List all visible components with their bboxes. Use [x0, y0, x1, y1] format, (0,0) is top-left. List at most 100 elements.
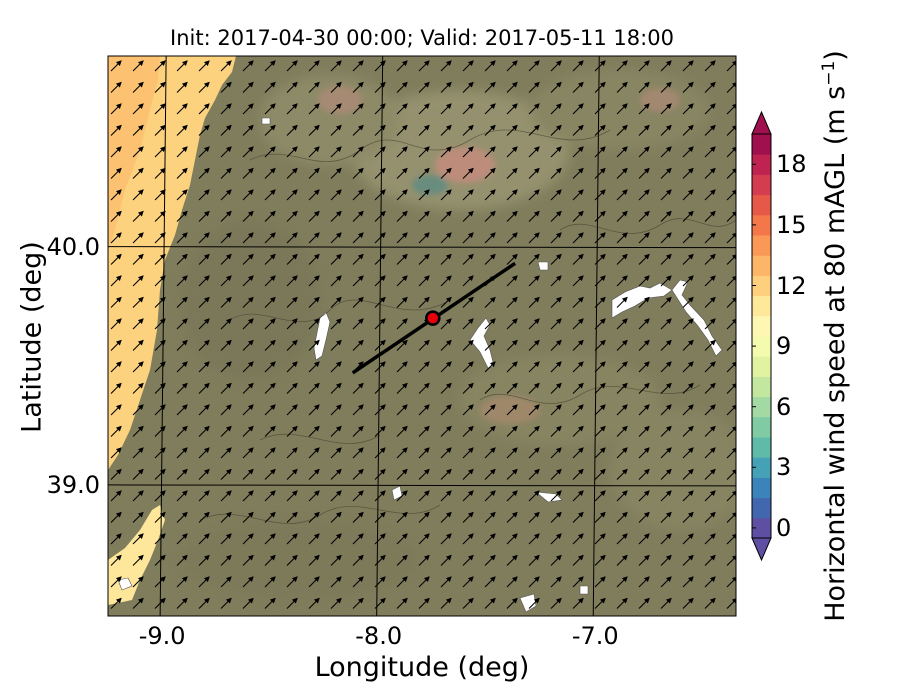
wind-arrow [418, 103, 430, 115]
parallel-line [108, 484, 736, 487]
wind-arrow [132, 576, 144, 588]
wind-arrow [264, 124, 276, 136]
wind-arrow [286, 81, 298, 93]
wind-arrow [704, 447, 716, 459]
wind-arrow [264, 382, 276, 394]
colorbar-extend-max [751, 110, 772, 135]
wind-arrow [352, 189, 364, 201]
wind-arrow [308, 81, 320, 93]
wind-arrow [264, 81, 276, 93]
wind-arrow [110, 318, 122, 330]
wind-arrow [528, 425, 540, 437]
wind-arrow [176, 576, 188, 588]
wind-arrow [506, 167, 518, 179]
wind-arrow [440, 103, 452, 115]
wind-arrow [220, 60, 232, 72]
wind-arrow [660, 124, 672, 136]
wind-arrow [638, 296, 650, 308]
wind-arrow [594, 382, 606, 394]
wind-arrow [396, 318, 408, 330]
wind-arrow [330, 339, 342, 351]
wind-arrow [528, 253, 540, 265]
wind-arrow [572, 275, 584, 287]
wind-arrow [506, 296, 518, 308]
wind-arrow [682, 146, 694, 158]
wind-arrow [374, 81, 386, 93]
wind-arrow [726, 60, 736, 72]
wind-arrow [550, 81, 562, 93]
wind-arrow [704, 189, 716, 201]
wind-arrow [308, 253, 320, 265]
wind-arrow [660, 318, 672, 330]
wind-arrow [418, 533, 430, 545]
wind-arrow [682, 468, 694, 480]
wind-arrow [220, 253, 232, 265]
colorbar-bin [752, 275, 771, 297]
wind-arrow [242, 124, 254, 136]
colorbar-tick-label: 3 [776, 453, 792, 482]
wind-arrow [132, 339, 144, 351]
wind-arrow [220, 533, 232, 545]
colorbar [751, 110, 772, 562]
wind-arrow [484, 425, 496, 437]
wind-arrow [726, 146, 736, 158]
wind-arrow [704, 361, 716, 373]
wind-arrow [418, 490, 430, 502]
wind-arrow [176, 81, 188, 93]
wind-arrow [330, 511, 342, 523]
wind-arrow [286, 382, 298, 394]
wind-arrow [110, 361, 122, 373]
wind-arrow [396, 275, 408, 287]
wind-arrow [726, 404, 736, 416]
wind-arrow [352, 232, 364, 244]
wind-arrow [286, 425, 298, 437]
wind-arrow [638, 597, 650, 609]
wind-arrow [110, 404, 122, 416]
wind-arrow [264, 318, 276, 330]
wind-arrow [396, 81, 408, 93]
wind-arrow [528, 382, 540, 394]
wind-arrow [528, 124, 540, 136]
wind-arrow [506, 447, 518, 459]
wind-arrow [198, 210, 210, 222]
wind-arrow [418, 232, 430, 244]
wind-arrow [550, 253, 562, 265]
wind-arrow [330, 167, 342, 179]
wind-arrow [242, 318, 254, 330]
wind-arrow [704, 275, 716, 287]
wind-arrow [110, 232, 122, 244]
wind-arrow [462, 275, 474, 287]
wind-arrow [440, 318, 452, 330]
wind-arrow [638, 361, 650, 373]
wind-arrow [110, 275, 122, 287]
wind-arrow [660, 103, 672, 115]
wind-arrow [484, 146, 496, 158]
wind-arrow [418, 382, 430, 394]
wind-arrow [462, 189, 474, 201]
wind-arrow [572, 253, 584, 265]
wind-arrow [220, 468, 232, 480]
wind-arrow [132, 382, 144, 394]
wind-arrow [726, 275, 736, 287]
wind-arrow [330, 253, 342, 265]
wind-arrow [462, 468, 474, 480]
wind-arrow [572, 425, 584, 437]
wind-arrow [682, 189, 694, 201]
wind-arrow [528, 597, 540, 609]
wind-arrow [374, 60, 386, 72]
wind-arrow [286, 189, 298, 201]
wind-arrow [418, 339, 430, 351]
wind-arrow [506, 425, 518, 437]
wind-arrow [418, 189, 430, 201]
wind-arrow [352, 167, 364, 179]
wind-arrow [330, 103, 342, 115]
wind-arrow [242, 275, 254, 287]
colorbar-tick-label: 12 [776, 271, 807, 300]
colorbar-bin [752, 356, 771, 377]
wind-arrow [594, 554, 606, 566]
wind-arrow [660, 404, 672, 416]
wind-arrow [506, 361, 518, 373]
wind-arrow [352, 511, 364, 523]
wind-arrow [704, 404, 716, 416]
wind-arrow [176, 404, 188, 416]
